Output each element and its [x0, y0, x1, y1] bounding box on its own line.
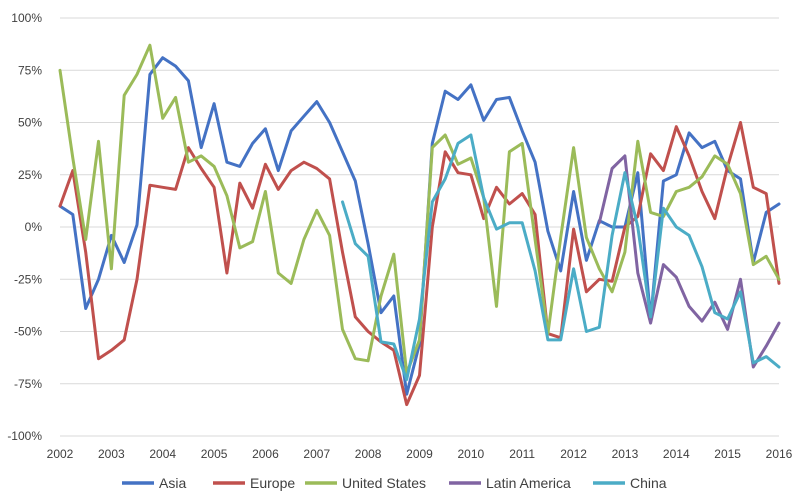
y-tick-label: 0%	[25, 220, 43, 234]
x-tick-label: 2012	[560, 447, 587, 461]
series-line-united-states	[58, 43, 781, 375]
legend-label: Europe	[250, 475, 295, 491]
x-tick-label: 2005	[201, 447, 228, 461]
y-tick-label: 50%	[18, 116, 42, 130]
x-tick-label: 2002	[47, 447, 74, 461]
x-tick-label: 2016	[766, 447, 793, 461]
y-tick-label: 25%	[18, 168, 42, 182]
y-tick-label: -100%	[7, 429, 42, 443]
x-tick-label: 2009	[406, 447, 433, 461]
series-lines	[58, 43, 781, 407]
legend-label: China	[630, 475, 667, 491]
x-tick-label: 2011	[509, 447, 535, 461]
legend-label: United States	[342, 475, 426, 491]
x-tick-label: 2014	[663, 447, 690, 461]
legend-label: Latin America	[486, 475, 571, 491]
y-tick-label: -25%	[14, 272, 42, 286]
x-tick-label: 2003	[98, 447, 125, 461]
y-tick-label: 75%	[18, 63, 42, 77]
x-tick-label: 2010	[458, 447, 485, 461]
x-tick-label: 2004	[149, 447, 176, 461]
x-tick-label: 2008	[355, 447, 382, 461]
series-line-china	[341, 133, 781, 382]
x-tick-label: 2013	[612, 447, 639, 461]
legend: Asia Europe United States Latin America Chin…	[122, 475, 667, 491]
x-tick-label: 2015	[714, 447, 741, 461]
series-line-europe	[58, 121, 781, 407]
y-tick-label: 100%	[11, 11, 42, 25]
y-axis-tick-labels: -100% -75% -50% -25% 0% 25% 50% 75% 100%	[7, 11, 42, 443]
y-tick-label: -75%	[14, 377, 42, 391]
y-tick-label: -50%	[14, 325, 42, 339]
x-tick-label: 2006	[252, 447, 279, 461]
x-axis-tick-labels: 2002 2003 2004 2005 2006 2007 2008 2009 2010 2011…	[47, 447, 793, 461]
x-tick-label: 2007	[303, 447, 330, 461]
legend-label: Asia	[159, 475, 186, 491]
